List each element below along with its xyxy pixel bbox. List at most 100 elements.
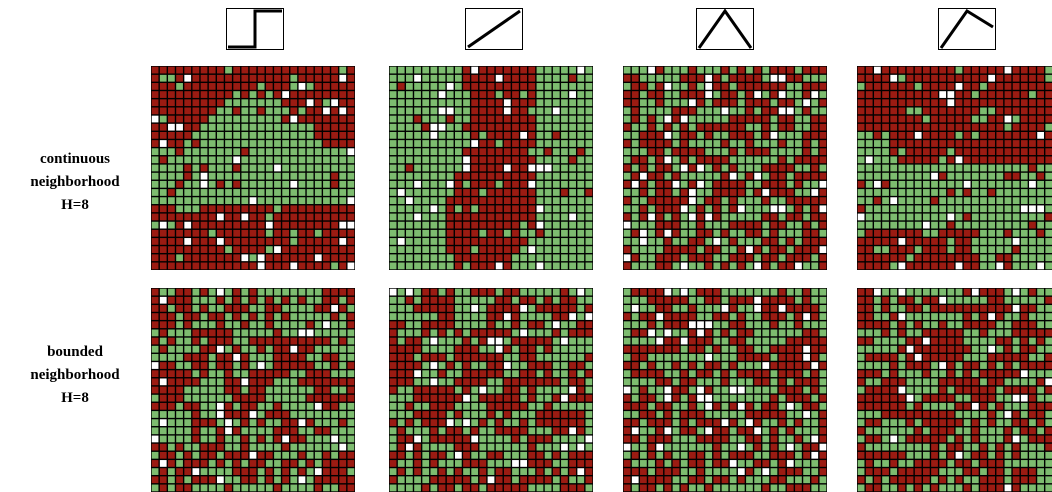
lattice-cell bbox=[479, 346, 486, 353]
lattice-cell bbox=[689, 181, 696, 188]
lattice-cell bbox=[274, 189, 281, 196]
lattice-cell bbox=[504, 246, 511, 253]
lattice-cell bbox=[722, 238, 729, 245]
lattice-cell bbox=[307, 403, 314, 410]
lattice-cell bbox=[274, 148, 281, 155]
lattice-cell bbox=[398, 419, 405, 426]
lattice-cell bbox=[705, 246, 712, 253]
lattice-cell bbox=[274, 263, 281, 270]
lattice-cell bbox=[439, 452, 446, 459]
lattice-cell bbox=[439, 444, 446, 451]
lattice-cell bbox=[537, 263, 544, 270]
lattice-cell bbox=[1037, 460, 1044, 467]
lattice-cell bbox=[250, 305, 257, 312]
lattice-cell bbox=[730, 411, 737, 418]
lattice-cell bbox=[820, 238, 827, 245]
lattice-cell bbox=[874, 181, 881, 188]
lattice-cell bbox=[193, 362, 200, 369]
lattice-cell bbox=[160, 230, 167, 237]
lattice-cell bbox=[795, 289, 802, 296]
lattice-cell bbox=[640, 181, 647, 188]
lattice-cell bbox=[722, 354, 729, 361]
lattice-cell bbox=[907, 91, 914, 98]
lattice-cell bbox=[648, 254, 655, 261]
lattice-cell bbox=[972, 140, 979, 147]
lattice-cell bbox=[390, 346, 397, 353]
lattice-cell bbox=[939, 205, 946, 212]
lattice-cell bbox=[956, 338, 963, 345]
lattice-cell bbox=[713, 238, 720, 245]
lattice-cell bbox=[771, 436, 778, 443]
lattice-cell bbox=[673, 99, 680, 106]
lattice-cell bbox=[754, 305, 761, 312]
lattice-cell bbox=[713, 444, 720, 451]
lattice-cell bbox=[996, 378, 1003, 385]
lattice-cell bbox=[907, 148, 914, 155]
lattice-cell bbox=[795, 476, 802, 483]
lattice-cell bbox=[193, 148, 200, 155]
lattice-cell bbox=[537, 156, 544, 163]
lattice-cell bbox=[184, 189, 191, 196]
lattice-cell bbox=[811, 362, 818, 369]
lattice-cell bbox=[681, 354, 688, 361]
lattice-cell bbox=[250, 181, 257, 188]
lattice-cell bbox=[746, 165, 753, 172]
lattice-cell bbox=[779, 354, 786, 361]
lattice-cell bbox=[762, 230, 769, 237]
lattice-cell bbox=[956, 83, 963, 90]
lattice-cell bbox=[980, 116, 987, 123]
lattice-cell bbox=[656, 476, 663, 483]
lattice-cell bbox=[479, 132, 486, 139]
lattice-cell bbox=[858, 75, 865, 82]
lattice-cell bbox=[795, 427, 802, 434]
lattice-cell bbox=[640, 289, 647, 296]
lattice-cell bbox=[624, 362, 631, 369]
lattice-cell bbox=[225, 411, 232, 418]
lattice-cell bbox=[258, 436, 265, 443]
lattice-cell bbox=[632, 197, 639, 204]
lattice-cell bbox=[339, 116, 346, 123]
lattice-cell bbox=[241, 452, 248, 459]
lattice-cell bbox=[184, 313, 191, 320]
lattice-cell bbox=[274, 476, 281, 483]
lattice-cell bbox=[414, 124, 421, 131]
lattice-cell bbox=[290, 444, 297, 451]
lattice-cell bbox=[866, 230, 873, 237]
lattice-cell bbox=[225, 91, 232, 98]
lattice-cell bbox=[431, 460, 438, 467]
lattice-cell bbox=[504, 460, 511, 467]
lattice-cell bbox=[390, 460, 397, 467]
lattice-cell bbox=[1037, 181, 1044, 188]
lattice-cell bbox=[730, 289, 737, 296]
lattice-cell bbox=[939, 156, 946, 163]
lattice-cell bbox=[1037, 189, 1044, 196]
lattice-cell bbox=[561, 338, 568, 345]
lattice-cell bbox=[795, 354, 802, 361]
lattice-cell bbox=[225, 419, 232, 426]
lattice-cell bbox=[923, 419, 930, 426]
lattice-cell bbox=[406, 230, 413, 237]
lattice-cell bbox=[390, 387, 397, 394]
lattice-cell bbox=[899, 436, 906, 443]
lattice-cell bbox=[339, 289, 346, 296]
lattice-cell bbox=[152, 330, 159, 337]
lattice-cell bbox=[184, 132, 191, 139]
lattice-cell bbox=[811, 148, 818, 155]
lattice-cell bbox=[176, 116, 183, 123]
lattice-cell bbox=[811, 189, 818, 196]
lattice-cell bbox=[689, 476, 696, 483]
lattice-cell bbox=[964, 297, 971, 304]
lattice-cell bbox=[258, 263, 265, 270]
lattice-cell bbox=[681, 330, 688, 337]
lattice-cell bbox=[956, 189, 963, 196]
lattice-cell bbox=[811, 313, 818, 320]
lattice-cell bbox=[339, 427, 346, 434]
lattice-cell bbox=[811, 197, 818, 204]
lattice-cell bbox=[471, 460, 478, 467]
lattice-cell bbox=[201, 91, 208, 98]
lattice-cell bbox=[479, 91, 486, 98]
lattice-cell bbox=[315, 370, 322, 377]
lattice-cell bbox=[689, 321, 696, 328]
lattice-cell bbox=[697, 254, 704, 261]
lattice-cell bbox=[858, 156, 865, 163]
